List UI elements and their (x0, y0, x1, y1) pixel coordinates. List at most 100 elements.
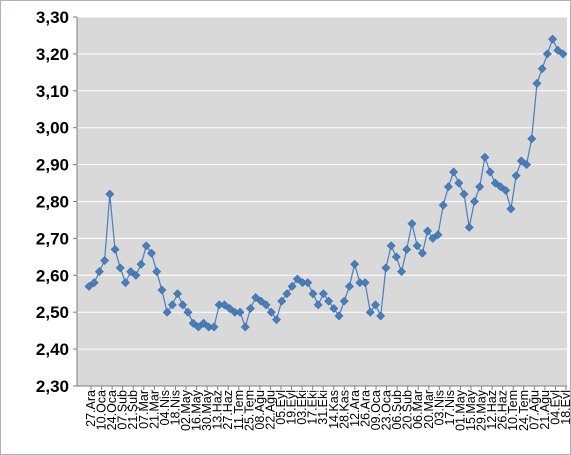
y-tick-label: 2,90 (36, 156, 69, 175)
data-point-marker (542, 49, 552, 59)
data-point-marker (209, 322, 219, 332)
data-point-marker (527, 134, 537, 144)
data-point-marker (428, 233, 438, 243)
data-point-marker (522, 160, 531, 170)
data-point-marker (318, 289, 328, 299)
x-tick-label: 21.Mar (147, 390, 161, 429)
x-tick-label: 03.Eki (295, 390, 309, 425)
data-point-marker (256, 296, 266, 306)
data-point-marker (553, 45, 563, 55)
x-tick-label: 02.May (179, 389, 193, 431)
data-point-marker (157, 285, 167, 295)
data-point-marker (110, 245, 120, 254)
data-point-marker (115, 263, 125, 273)
x-tick-label: 12.Ara (348, 390, 362, 427)
data-point-marker (141, 241, 151, 251)
data-point-marker (329, 304, 339, 313)
data-point-marker (548, 34, 558, 44)
data-point-marker (485, 167, 495, 177)
x-tick-label: 13.Haz (211, 390, 225, 430)
y-tick-label: 2,70 (36, 229, 69, 248)
x-tick-label: 17.Eki (306, 390, 320, 425)
y-tick-label: 2,80 (36, 193, 69, 212)
y-tick-label: 2,40 (36, 340, 69, 359)
data-point-marker (475, 182, 485, 192)
x-tick-label: 12.Haz (485, 390, 499, 430)
data-point-marker (261, 300, 271, 310)
x-tick-label: 24.Oca (105, 390, 119, 430)
data-point-marker (251, 293, 261, 302)
data-point-marker (454, 178, 464, 188)
data-point-marker (178, 300, 188, 310)
x-tick-label: 26.Haz (496, 390, 510, 430)
data-point-marker (240, 322, 250, 332)
data-point-marker (94, 267, 104, 277)
data-point-marker (470, 197, 479, 206)
data-point-marker (313, 300, 323, 310)
data-point-marker (282, 289, 292, 299)
data-point-marker (345, 281, 354, 291)
x-tick-label: 29.May (475, 389, 489, 431)
y-axis-tick-labels: 2,30 2,40 2,50 2,60 2,70 2,80 2,90 3,00 3,10 3,20… (36, 8, 77, 396)
x-tick-label: 20.Mar (422, 390, 436, 429)
data-point-marker (397, 267, 406, 277)
data-point-marker (490, 178, 500, 188)
data-point-marker (167, 300, 177, 310)
data-point-marker (350, 259, 360, 269)
x-tick-label: 07.Ağu (527, 390, 541, 430)
x-tick-label: 21.Şub (126, 390, 140, 430)
data-point-marker (136, 259, 146, 269)
data-point-marker (339, 296, 349, 306)
y-tick-label: 2,50 (36, 303, 69, 322)
data-point-marker (199, 318, 209, 328)
x-tick-label: 07.Şub (116, 390, 130, 430)
data-point-marker (287, 281, 297, 291)
data-point-marker (308, 289, 318, 299)
data-point-marker (105, 189, 115, 199)
x-tick-label: 18.Eyl (559, 390, 570, 425)
data-point-marker (459, 189, 469, 199)
data-point-marker (532, 78, 542, 88)
y-tick-label: 2,60 (36, 266, 69, 285)
data-point-marker (89, 278, 99, 288)
data-point-marker (443, 182, 453, 192)
data-point-marker (501, 186, 511, 195)
data-point-marker (162, 307, 172, 317)
data-point-marker (511, 171, 521, 181)
x-tick-label: 20.Şub (401, 390, 415, 430)
x-tick-label: 06.Şub (390, 390, 404, 430)
x-tick-label: 16.May (190, 389, 204, 431)
x-tick-label: 22.Ağu (263, 390, 277, 430)
x-tick-label: 07.Mar (137, 390, 151, 429)
data-point-marker (193, 322, 203, 332)
data-point-marker (272, 315, 281, 325)
y-tick-label: 3,20 (36, 45, 69, 64)
data-point-marker (496, 182, 505, 192)
x-tick-label: 21.Ağu (538, 390, 552, 430)
x-tick-label: 26.Ara (358, 390, 372, 427)
data-point-marker (376, 311, 386, 321)
y-tick-label: 3,10 (36, 82, 69, 101)
data-point-marker (412, 241, 422, 251)
data-point-marker (131, 270, 141, 280)
data-point-marker (516, 156, 526, 166)
data-point-marker (449, 167, 459, 177)
x-tick-label: 14.Kas (327, 390, 341, 429)
data-point-marker (480, 152, 490, 162)
x-tick-label: 01.May (453, 389, 467, 431)
data-point-marker (324, 296, 334, 306)
x-tick-label: 25.Tem (242, 390, 256, 431)
x-tick-label: 04.Nis (158, 390, 172, 425)
data-point-marker (183, 307, 193, 317)
x-tick-label: 19.Eyl (285, 390, 299, 425)
data-point-marker (438, 200, 448, 210)
data-point-marker (121, 278, 130, 288)
data-point-marker (152, 267, 162, 277)
data-point-marker (537, 64, 547, 74)
x-tick-label: 30.May (200, 389, 214, 431)
y-tick-label: 3,30 (36, 8, 69, 27)
data-point-marker (220, 300, 229, 310)
gridlines (77, 16, 567, 387)
